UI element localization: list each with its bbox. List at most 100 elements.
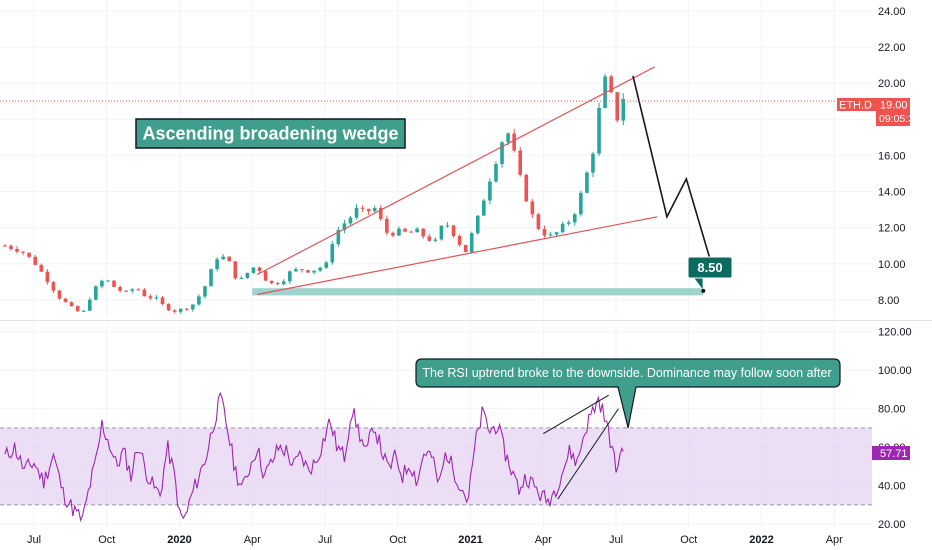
candle-body	[288, 271, 292, 282]
price-tag	[876, 98, 910, 126]
candle-body	[300, 269, 304, 271]
price-pane[interactable]: Ascending broadening wedge 8.50 24.00 22.…	[0, 0, 920, 318]
time-tick-label: Apr	[535, 534, 552, 546]
time-tick-label: Jul	[318, 534, 332, 546]
pattern-label[interactable]: Ascending broadening wedge	[135, 118, 406, 149]
candle-body	[69, 302, 74, 307]
rsi-callout[interactable]: The RSI uptrend broke to the downside. D…	[415, 358, 841, 429]
candle-body	[536, 214, 541, 229]
candle-body	[118, 287, 122, 291]
candle-body	[197, 296, 201, 305]
candle-body	[269, 280, 274, 284]
candle-body	[57, 290, 62, 299]
candle-body	[548, 234, 553, 236]
target-point	[701, 288, 706, 293]
candle-body	[421, 228, 426, 237]
rsi-polyline	[4, 391, 624, 523]
current-price-badge: ETH.D 19.00 09:05:39	[837, 98, 920, 126]
target-label[interactable]: 8.50	[687, 256, 733, 293]
candle-body	[203, 286, 207, 297]
candle-body	[403, 228, 407, 232]
time-tick-label: Oct	[98, 534, 115, 546]
candle-body	[294, 269, 298, 272]
rsi-tick-label: 40.00	[878, 481, 906, 493]
rsi-band	[0, 427, 872, 506]
candle-body	[415, 228, 419, 233]
candle-body	[579, 192, 583, 215]
symbol-tag	[837, 98, 877, 111]
rsi-tick-label: 120.00	[878, 327, 912, 339]
rsi-callout-text: The RSI uptrend broke to the downside. D…	[422, 366, 831, 380]
rsi-tick-label: 100.00	[878, 365, 912, 377]
candle-body	[100, 280, 104, 287]
target-label-text: 8.50	[697, 260, 722, 275]
rsi-pane[interactable]: The RSI uptrend broke to the downside. D…	[0, 322, 912, 531]
projection-path[interactable]	[632, 75, 716, 271]
rsi-trend-line-upper[interactable]	[542, 394, 609, 435]
price-annotations[interactable]: Ascending broadening wedge 8.50	[135, 118, 733, 293]
candle-body	[94, 286, 98, 300]
candle-body	[21, 251, 25, 253]
rsi-trend-lines[interactable]	[542, 394, 619, 500]
candle-body	[530, 201, 535, 215]
candle-body	[463, 244, 468, 253]
candle-body	[445, 225, 450, 227]
target-label-box	[687, 256, 733, 279]
candle-body	[142, 289, 147, 297]
candle-body	[160, 297, 165, 304]
candle-body	[245, 272, 250, 279]
price-axis[interactable]: 24.0022.0020.0018.0016.0014.0012.0010.00…	[878, 6, 906, 307]
rsi-band-fill	[0, 427, 872, 505]
candle-body	[524, 174, 529, 202]
candle-body	[469, 233, 474, 253]
candle-body	[506, 133, 510, 143]
time-tick-label: Apr	[244, 534, 261, 546]
candle-body	[433, 239, 438, 241]
wedge-upper-line[interactable]	[256, 66, 656, 276]
candle-body	[572, 214, 577, 223]
candle-body	[554, 232, 559, 235]
price-tick-label: 10.00	[878, 259, 906, 271]
candle-body	[281, 281, 286, 285]
pattern-label-box	[135, 118, 406, 149]
price-tick-label: 22.00	[878, 42, 906, 54]
candle-body	[45, 271, 50, 283]
candle-body	[15, 248, 19, 252]
time-axis[interactable]: Jul Oct 2020 Apr Jul Oct 2021 Apr Jul Oct 2022 Apr	[27, 534, 843, 546]
price-tick-label: 12.00	[878, 223, 906, 235]
candle-body	[239, 278, 244, 280]
candle-body	[457, 235, 462, 245]
rsi-trend-line-lower[interactable]	[557, 408, 619, 500]
candle-body	[324, 262, 329, 268]
price-tick-label: 24.00	[878, 6, 906, 18]
price-grid	[0, 0, 872, 318]
price-tick-label: 16.00	[878, 150, 906, 162]
candle-body	[330, 244, 335, 263]
rsi-line	[4, 391, 624, 523]
candle-body	[342, 223, 347, 231]
candle-body	[378, 208, 383, 219]
candle-body	[372, 208, 377, 212]
candle-body	[360, 207, 365, 209]
wedge-lower-line[interactable]	[256, 216, 658, 296]
time-tick-label: 2022	[749, 534, 773, 546]
rsi-value-tag	[872, 446, 910, 460]
price-tick-label: 8.00	[878, 295, 899, 307]
candle-body	[500, 142, 504, 165]
price-tick-label: 14.00	[878, 187, 906, 199]
candle-body	[124, 290, 128, 292]
candle-body	[591, 153, 595, 173]
time-tick-label: Apr	[826, 534, 843, 546]
candle-body	[209, 269, 213, 287]
candle-body	[354, 207, 359, 218]
rsi-value-badge: 57.71	[872, 446, 910, 460]
candle-body	[221, 256, 225, 260]
projection-polyline[interactable]	[632, 75, 714, 270]
candle-body	[63, 298, 68, 303]
candle-body	[385, 218, 389, 233]
candle-body	[81, 310, 86, 312]
candle-body	[166, 303, 171, 311]
candle-body	[318, 267, 322, 271]
